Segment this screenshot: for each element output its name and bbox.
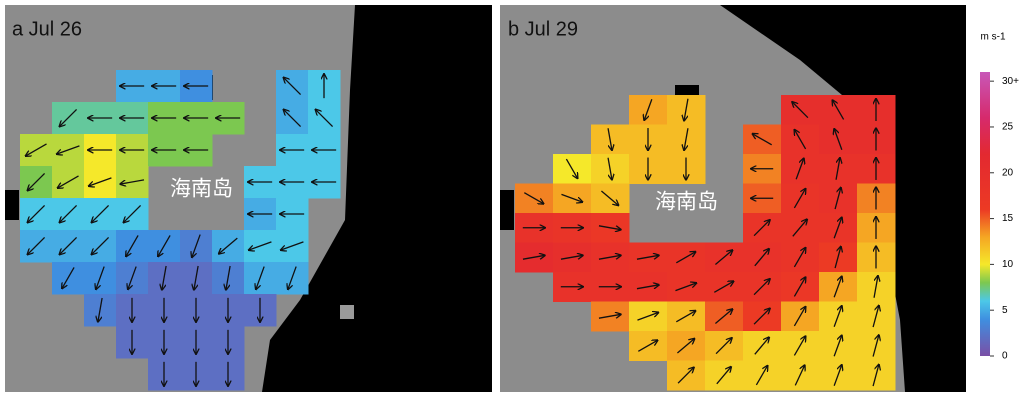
panel-title: b Jul 29 xyxy=(508,18,578,40)
figure: m s-1 0 5 10 15 20 25 30+ a Jul 26 海南岛 b Jul 29 海南… xyxy=(0,0,1020,396)
colorbar-tick-label: 10 xyxy=(1002,259,1014,270)
colorbar xyxy=(980,72,990,356)
colorbar-tick-label: 5 xyxy=(1002,305,1008,316)
colorbar-tick-label: 25 xyxy=(1002,122,1014,133)
colorbar-tick-label: 0 xyxy=(1002,351,1008,362)
island-label: 海南岛 xyxy=(170,178,233,201)
colorbar-unit: m s-1 xyxy=(981,32,1006,43)
colorbar-tick-label: 15 xyxy=(1002,213,1014,224)
colorbar-tick-label: 30+ xyxy=(1002,76,1019,87)
panel-title: a Jul 26 xyxy=(12,18,82,40)
island-label: 海南岛 xyxy=(655,191,718,214)
colorbar-tick-label: 20 xyxy=(1002,167,1014,178)
